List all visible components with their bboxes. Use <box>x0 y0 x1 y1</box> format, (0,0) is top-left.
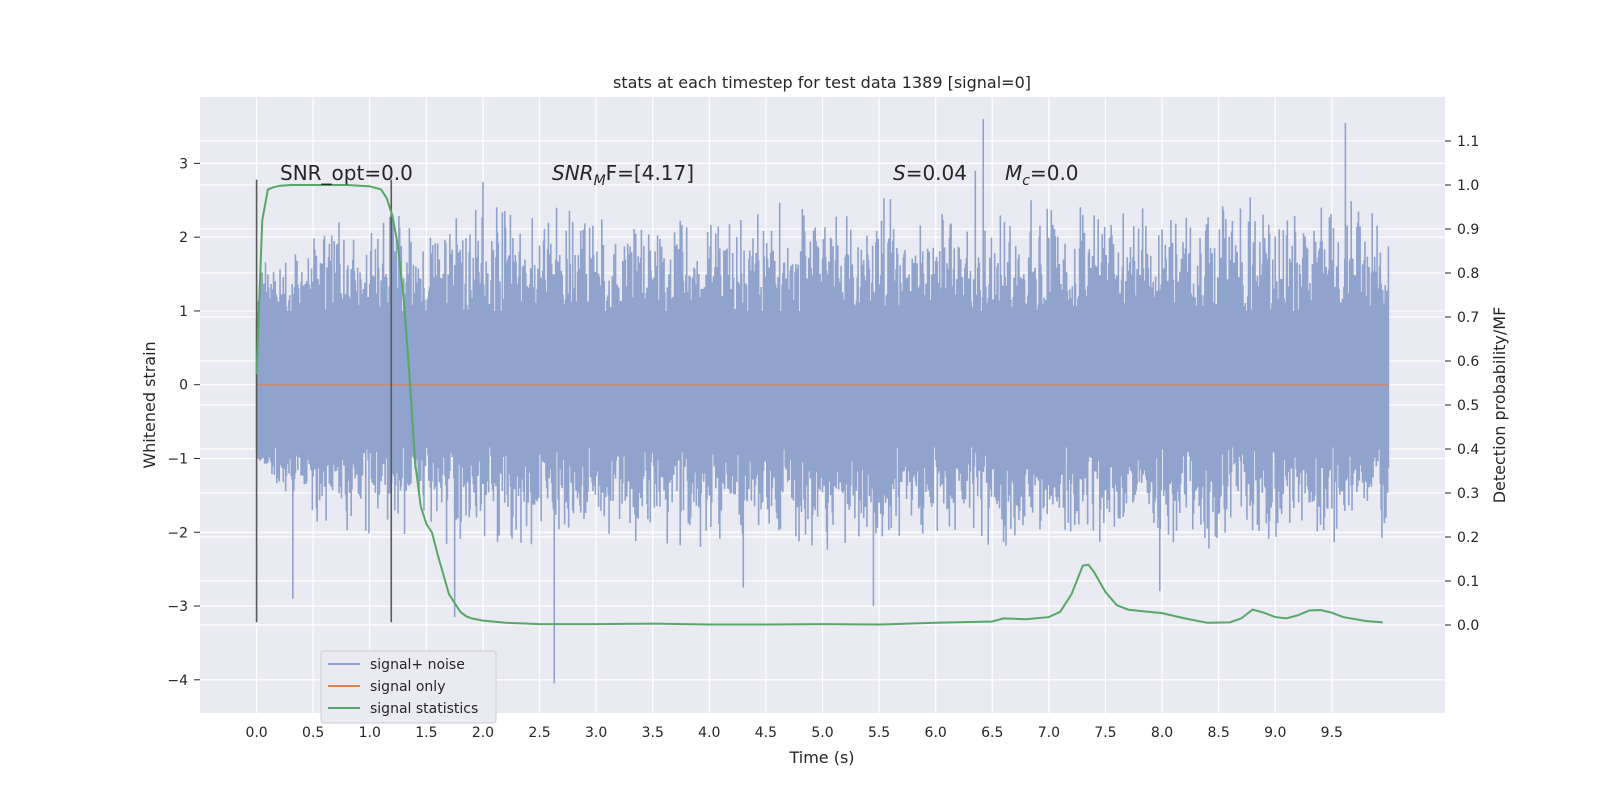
annotation-snr-opt: SNR_opt=0.0 <box>280 161 413 185</box>
y-left-tick-label: 1 <box>179 304 188 320</box>
x-tick-label: 2.0 <box>472 725 494 741</box>
legend-entry-label: signal statistics <box>370 701 478 717</box>
legend-box <box>320 650 497 724</box>
y-left-tick-label: −3 <box>167 599 188 615</box>
x-tick-label: 7.5 <box>1094 725 1116 741</box>
x-tick-label: 5.5 <box>868 725 890 741</box>
x-tick-label: 3.5 <box>642 725 664 741</box>
y-left-tick-label: −2 <box>167 525 188 541</box>
x-tick-label: 2.5 <box>528 725 550 741</box>
annotation-snr-mf: SNRMF=[4.17] <box>552 161 694 189</box>
x-tick-label: 4.0 <box>698 725 720 741</box>
y-left-tick-label: 0 <box>179 378 188 394</box>
chart-title: stats at each timestep for test data 138… <box>613 73 1031 92</box>
annotation-s-italic: S <box>893 161 906 185</box>
y-left-tick-label: −4 <box>167 673 188 689</box>
y-right-tick-label: 0.9 <box>1457 222 1479 238</box>
x-tick-label: 1.0 <box>359 725 381 741</box>
annotation-mc-value: =0.0 <box>1030 161 1079 185</box>
y-right-tick-label: 0.0 <box>1457 618 1479 634</box>
x-tick-label: 1.5 <box>415 725 437 741</box>
annotation-s-value: =0.04 <box>906 161 967 185</box>
y-right-tick-label: 1.0 <box>1457 178 1479 194</box>
tick-layer: 0.0 0.5 1.0 1.5 2.0 2.5 3.0 3.5 4.0 4.5 5.0 5.5 6.0 6… <box>167 134 1479 741</box>
y-right-tick-label: 1.1 <box>1457 134 1479 150</box>
x-tick-label: 8.5 <box>1208 725 1230 741</box>
x-tick-label: 7.0 <box>1038 725 1060 741</box>
x-tick-label: 0.5 <box>302 725 324 741</box>
x-axis-label: Time (s) <box>788 748 854 767</box>
legend: signal+ noise signal only signal statistic… <box>320 650 497 724</box>
x-tick-label: 6.0 <box>925 725 947 741</box>
x-tick-label: 4.5 <box>755 725 777 741</box>
y-right-tick-label: 0.1 <box>1457 574 1479 590</box>
y-right-tick-label: 0.7 <box>1457 310 1479 326</box>
annotation-snr-mf-tail: F=[4.17] <box>606 161 694 185</box>
x-tick-label: 5.0 <box>811 725 833 741</box>
y-left-tick-label: 3 <box>179 156 188 172</box>
signal-statistics-line <box>255 184 1383 626</box>
y-right-tick-label: 0.5 <box>1457 398 1479 414</box>
legend-entry-label: signal+ noise <box>370 657 465 673</box>
y-right-tick-label: 0.3 <box>1457 486 1479 502</box>
annotation-mc: Mc=0.0 <box>1005 161 1079 189</box>
x-tick-label: 3.0 <box>585 725 607 741</box>
line-series-layer <box>255 179 1389 626</box>
x-tick-label: 8.0 <box>1151 725 1173 741</box>
annotation-snr-mf-sub: M <box>594 173 606 189</box>
annotation-layer: SNR_opt=0.0 SNRMF=[4.17] S=0.04 Mc=0.0 <box>280 161 1079 189</box>
annotation-snr-mf-base: SNR <box>552 161 594 185</box>
noise-series-layer <box>255 119 1390 684</box>
x-tick-label: 9.0 <box>1264 725 1286 741</box>
y-right-tick-label: 0.2 <box>1457 530 1479 546</box>
annotation-mc-sub: c <box>1022 173 1030 189</box>
x-tick-label: 6.5 <box>981 725 1003 741</box>
annotation-mc-italic: M <box>1005 161 1022 185</box>
y-left-tick-label: −1 <box>167 451 188 467</box>
x-tick-label: 9.5 <box>1321 725 1343 741</box>
annotation-s-stat: S=0.04 <box>893 161 967 185</box>
y-axis-right-label: Detection probability/MF <box>1490 307 1509 504</box>
x-tick-label: 0.0 <box>245 725 267 741</box>
y-axis-left-label: Whitened strain <box>140 341 159 468</box>
y-left-tick-label: 2 <box>179 230 188 246</box>
y-right-tick-label: 0.6 <box>1457 354 1479 370</box>
y-right-tick-label: 0.8 <box>1457 266 1479 282</box>
y-right-tick-label: 0.4 <box>1457 442 1479 458</box>
legend-entry-label: signal only <box>370 679 445 695</box>
